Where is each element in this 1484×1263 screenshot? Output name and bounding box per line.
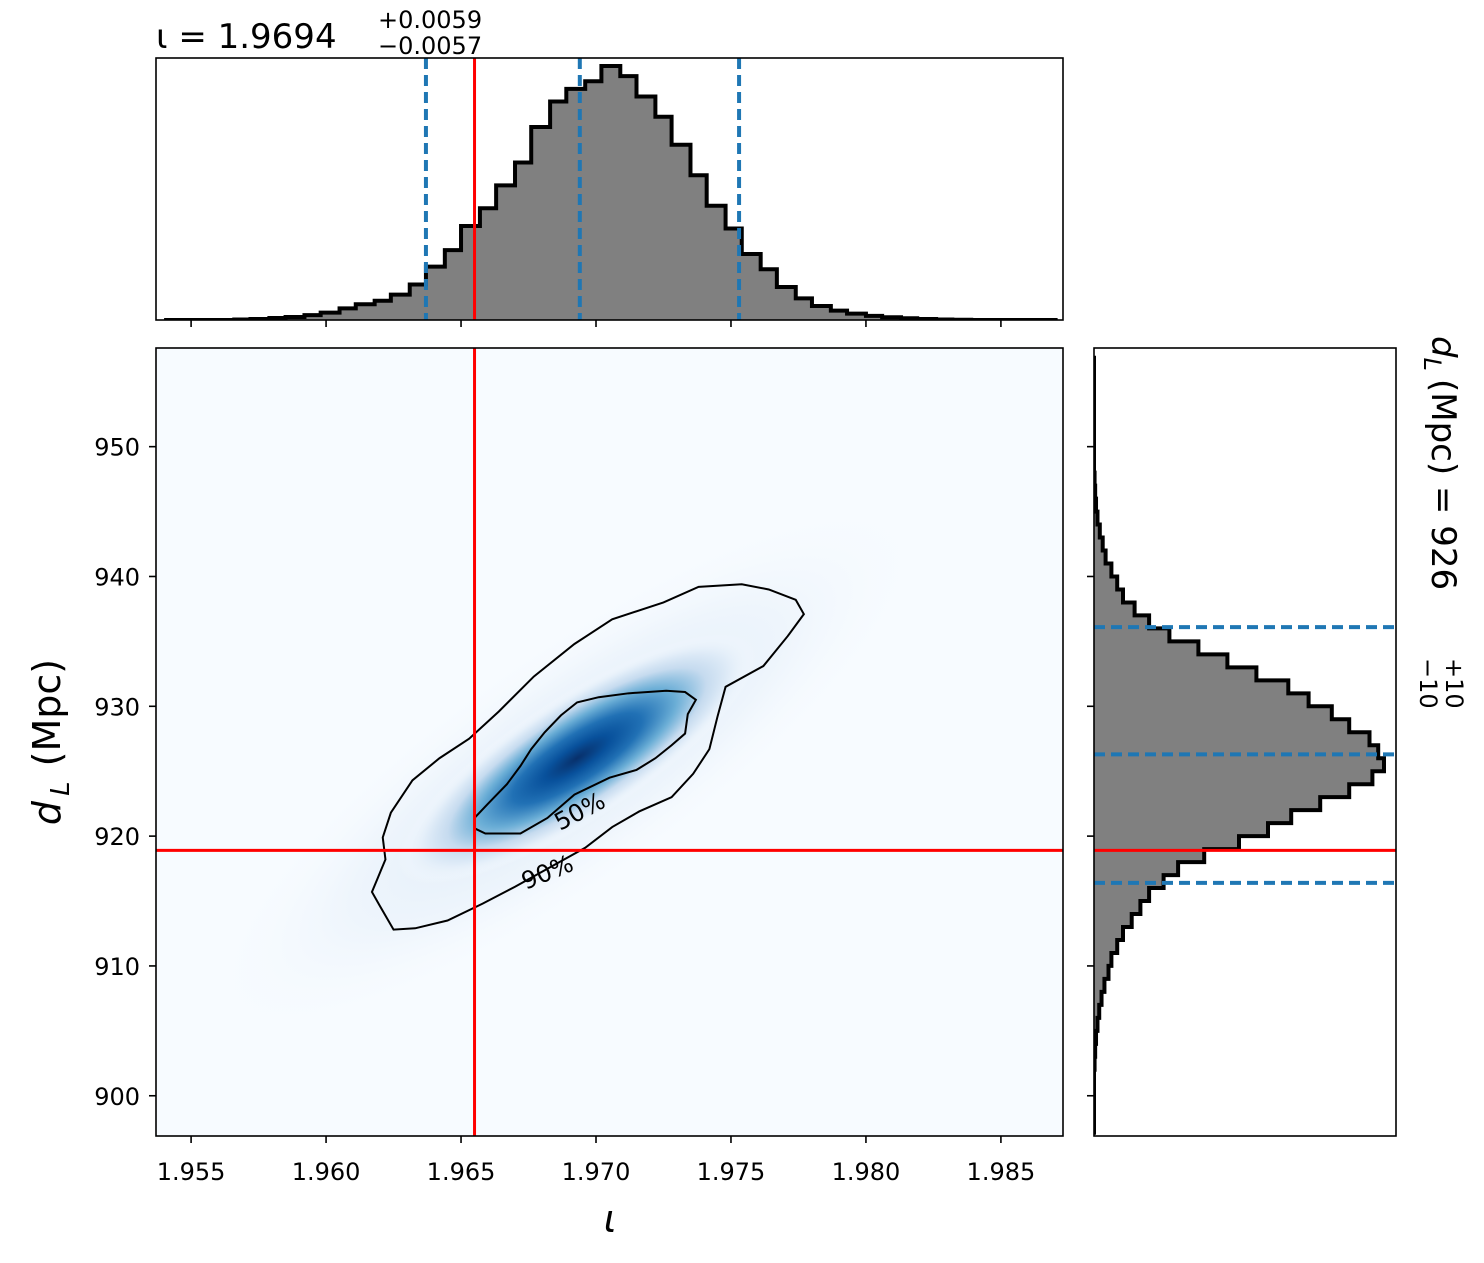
contour-50pct xyxy=(473,689,698,835)
right-panel-title: dL (Mpc) = 926 +10 −10 xyxy=(1414,336,1468,709)
x-tick-label-0: 1.955 xyxy=(157,1158,226,1186)
joint-panel-frame xyxy=(155,347,1064,1137)
y-axis-label-subscript: L xyxy=(46,781,76,796)
y-tick-label-4: 940 xyxy=(94,563,140,591)
right-title-text: (Mpc) = 926 xyxy=(1423,379,1463,590)
y-tick-label-5: 950 xyxy=(94,434,140,462)
top-panel-ticks xyxy=(190,320,1002,327)
right-histogram-fill xyxy=(1094,355,1384,1135)
right-title-subscript: L xyxy=(1418,358,1446,371)
top-title-upper: +0.0059 xyxy=(378,6,482,34)
y-tick-label-3: 930 xyxy=(94,693,140,721)
svg-text:+10: +10 xyxy=(1440,658,1468,709)
y-axis-label-symbol: d xyxy=(25,800,69,825)
right-title-symbol: d xyxy=(1423,336,1463,358)
x-axis-label: ι xyxy=(604,1197,617,1241)
x-tick-label-5: 1.980 xyxy=(832,1158,901,1186)
top-marginal-panel: ι = 1.9694 +0.0059 −0.0057 xyxy=(155,6,1064,327)
x-tick-label-1: 1.960 xyxy=(292,1158,361,1186)
svg-text:dL(Mpc) = 926: dL (Mpc) = 926 xyxy=(1418,336,1463,590)
y-axis-label-unit: (Mpc) xyxy=(25,659,69,766)
top-histogram-outline xyxy=(164,64,1058,320)
right-title-lower: −10 xyxy=(1414,658,1442,709)
y-tick-label-2: 920 xyxy=(94,823,140,851)
contour-90pct xyxy=(370,583,806,931)
right-title-upper: +10 xyxy=(1440,658,1468,709)
x-tick-label-2: 1.965 xyxy=(427,1158,496,1186)
top-panel-title: ι = 1.9694 +0.0059 −0.0057 xyxy=(156,6,482,60)
svg-text:+0.0059: +0.0059 xyxy=(378,6,482,34)
svg-text:ι = 1.9694: ι = 1.9694 xyxy=(156,17,337,57)
right-marginal-panel: dL (Mpc) = 926 +10 −10 xyxy=(1087,336,1468,1137)
joint-panel: 50%90% 1.955 1.960 1.965 1.970 1.975 1.980 1.9… xyxy=(25,347,1064,1241)
svg-text:−0.0057: −0.0057 xyxy=(378,32,482,60)
y-tick-label-1: 910 xyxy=(94,953,140,981)
top-title-text: ι = 1.9694 xyxy=(156,17,337,57)
density-core xyxy=(397,632,757,884)
x-tick-label-3: 1.970 xyxy=(562,1158,631,1186)
joint-panel-ticks: 1.955 1.960 1.965 1.970 1.975 1.980 1.985 900 91… xyxy=(94,434,1035,1186)
joint-truth-lines xyxy=(156,348,1063,1136)
right-panel-ticks xyxy=(1087,445,1094,1097)
right-histogram-outline xyxy=(1094,355,1386,1135)
top-panel-frame xyxy=(155,57,1064,321)
svg-text:−10: −10 xyxy=(1414,658,1442,709)
right-panel-frame xyxy=(1093,347,1397,1137)
y-axis-label: d L (Mpc) xyxy=(25,659,76,825)
y-tick-label-0: 900 xyxy=(94,1083,140,1111)
x-tick-label-4: 1.975 xyxy=(697,1158,766,1186)
x-tick-label-6: 1.985 xyxy=(967,1158,1036,1186)
top-title-lower: −0.0057 xyxy=(378,32,482,60)
top-histogram-fill xyxy=(164,66,1058,320)
top-quantile-lines xyxy=(423,58,742,320)
